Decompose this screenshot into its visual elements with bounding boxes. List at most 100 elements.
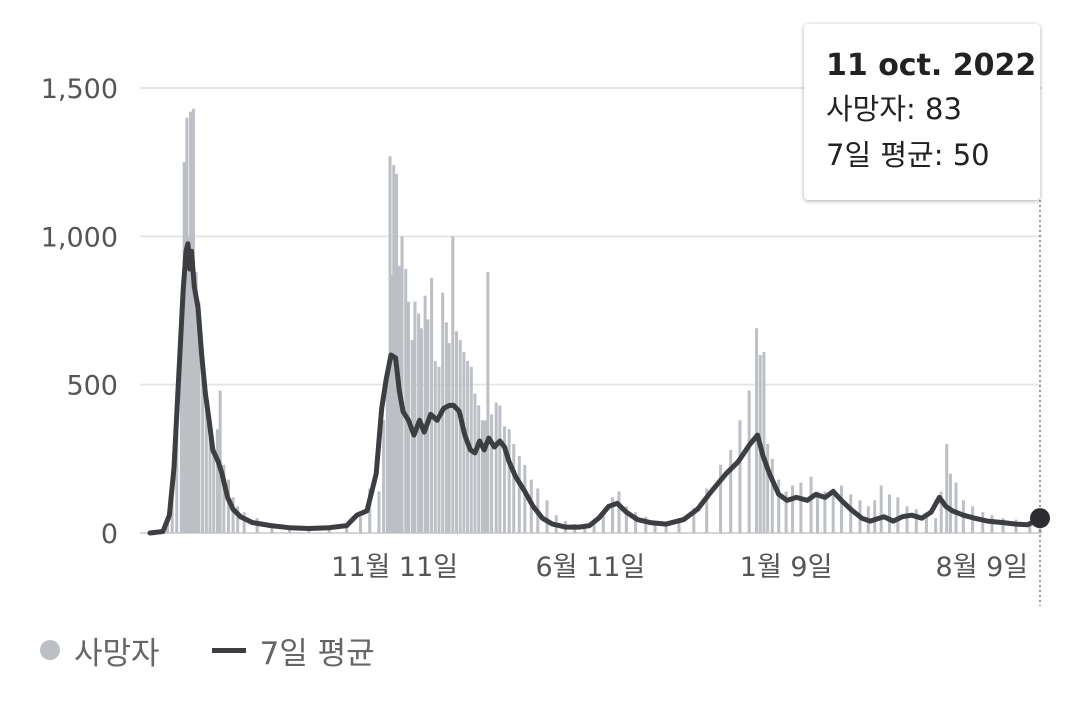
legend-label-deaths: 사망자	[74, 635, 160, 672]
bar	[766, 444, 770, 533]
bar	[166, 521, 170, 533]
bar	[914, 509, 918, 533]
bar	[840, 485, 844, 533]
bar	[194, 271, 198, 533]
bar	[738, 420, 742, 533]
bar	[191, 108, 195, 534]
bar	[888, 494, 892, 533]
bar	[236, 506, 240, 533]
bar	[624, 506, 628, 533]
bar	[755, 328, 759, 533]
bar	[462, 352, 466, 533]
bar	[189, 111, 193, 533]
bar	[201, 355, 205, 533]
bar	[395, 174, 399, 534]
bar	[204, 399, 208, 533]
bar	[226, 479, 230, 533]
bar	[433, 360, 437, 533]
legend-item-deaths[interactable]: 사망자	[40, 628, 160, 673]
bar	[503, 426, 507, 533]
bar	[477, 405, 481, 533]
bar	[444, 322, 448, 533]
bar	[212, 446, 216, 533]
bar	[945, 444, 949, 533]
bar	[404, 268, 408, 533]
bar	[480, 420, 484, 533]
bar	[939, 491, 943, 533]
bar	[523, 464, 527, 533]
bar	[784, 491, 788, 533]
bar	[447, 343, 451, 533]
tooltip-deaths: 사망자: 83	[826, 92, 962, 126]
bar	[231, 497, 235, 533]
bar	[653, 521, 657, 533]
bar	[179, 301, 183, 533]
bar	[455, 331, 459, 533]
bar	[451, 236, 455, 534]
bar	[601, 512, 605, 533]
bar	[777, 479, 781, 533]
bar	[583, 527, 587, 533]
bar	[617, 491, 621, 533]
x-tick-label: 6월 11일	[535, 552, 645, 583]
avg-line-layer	[147, 241, 1043, 536]
bar	[705, 488, 709, 533]
bar	[719, 464, 723, 533]
bar	[896, 497, 900, 533]
legend-label-average: 7일 평균	[259, 635, 375, 672]
bars	[161, 108, 1042, 534]
bar	[483, 420, 487, 533]
bar	[905, 506, 909, 533]
bar	[809, 476, 813, 533]
bar	[222, 464, 226, 533]
bar	[762, 352, 766, 533]
bar	[175, 408, 179, 533]
legend-item-average[interactable]: 7일 평균	[211, 628, 375, 673]
bar	[791, 485, 795, 533]
bar	[490, 414, 494, 533]
bar	[215, 429, 219, 533]
bar	[816, 491, 819, 533]
bar	[187, 236, 191, 534]
bar	[954, 482, 958, 533]
legend-line-icon	[211, 647, 246, 653]
bar	[677, 518, 681, 533]
bar	[873, 500, 877, 533]
bar	[400, 236, 404, 534]
x-tick-label: 11월 11일	[331, 552, 458, 583]
bar	[242, 512, 246, 533]
bar	[382, 420, 386, 533]
y-tick-label: 1,000	[41, 222, 118, 253]
highlight-point[interactable]	[1030, 508, 1050, 529]
bar	[934, 518, 938, 533]
bar	[507, 429, 511, 533]
bar	[345, 524, 349, 533]
bar	[185, 117, 189, 534]
bar	[644, 516, 648, 533]
bar	[692, 507, 696, 533]
bar	[390, 274, 394, 533]
y-tick-label: 500	[66, 371, 118, 402]
bar	[458, 340, 462, 533]
bar	[1001, 518, 1005, 533]
bar	[388, 156, 392, 533]
bar	[879, 485, 883, 533]
bar	[197, 301, 201, 533]
bar	[823, 491, 827, 533]
bar	[664, 522, 668, 533]
bar	[494, 402, 498, 533]
bar	[486, 271, 490, 533]
x-tick-label: 8월 9일	[936, 552, 1029, 583]
bar	[208, 426, 212, 533]
bar	[392, 165, 396, 533]
bar	[182, 162, 186, 533]
tooltip-date: 11 oct. 2022	[826, 48, 1037, 83]
bar	[924, 515, 928, 533]
y-axis-labels: 0 500 1,000 1,500	[41, 74, 118, 550]
legend: 사망자 7일 평균	[40, 626, 427, 674]
bar	[849, 494, 853, 533]
bar	[831, 488, 835, 533]
x-tick-label: 1월 9일	[740, 552, 833, 583]
bar	[948, 473, 952, 533]
